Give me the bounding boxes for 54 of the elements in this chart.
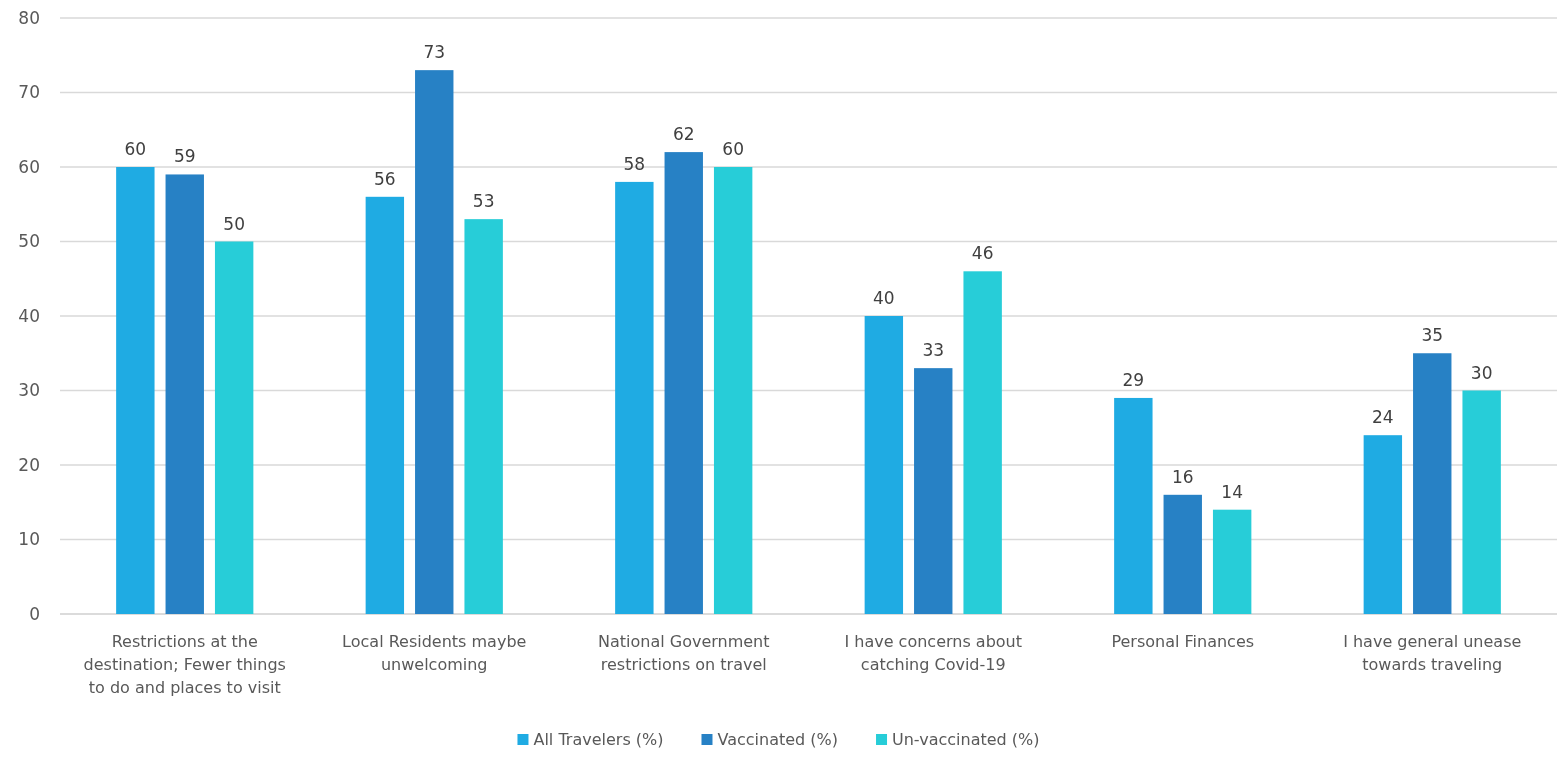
bar bbox=[963, 271, 1002, 614]
data-label: 56 bbox=[374, 168, 396, 189]
data-label: 33 bbox=[922, 340, 945, 361]
x-tick-label: Personal Finances bbox=[1111, 632, 1255, 651]
bar bbox=[713, 167, 753, 614]
bar bbox=[1114, 397, 1153, 614]
bar bbox=[165, 174, 204, 614]
bar bbox=[365, 196, 405, 614]
bar bbox=[1363, 435, 1403, 614]
y-tick-label: 60 bbox=[18, 156, 40, 177]
bar bbox=[116, 167, 155, 614]
bar bbox=[1413, 353, 1452, 614]
data-label: 73 bbox=[423, 42, 446, 63]
data-label: 60 bbox=[722, 139, 744, 159]
data-label: 46 bbox=[971, 243, 994, 264]
data-label: 58 bbox=[623, 153, 646, 174]
y-tick-label: 80 bbox=[18, 7, 40, 28]
bar bbox=[1212, 509, 1252, 614]
x-tick-label: I have general unease towards traveling bbox=[1343, 632, 1522, 674]
legend-label: Vaccinated (%) bbox=[717, 730, 839, 749]
data-label: 35 bbox=[1421, 325, 1444, 346]
data-label: 53 bbox=[472, 191, 495, 212]
data-label: 50 bbox=[223, 213, 245, 234]
data-label: 14 bbox=[1221, 481, 1243, 502]
y-tick-label: 10 bbox=[18, 529, 40, 550]
data-label: 59 bbox=[173, 146, 196, 167]
y-tick-label: 50 bbox=[18, 231, 40, 252]
data-label: 60 bbox=[124, 139, 147, 159]
bar bbox=[1462, 390, 1501, 614]
data-label: 30 bbox=[1470, 362, 1493, 383]
bar bbox=[1163, 494, 1202, 614]
bar bbox=[864, 316, 904, 614]
bar bbox=[664, 152, 703, 614]
y-tick-label: 30 bbox=[18, 380, 40, 401]
x-tick-label: Restrictions at the destination; Fewer things to do and places to visit bbox=[83, 632, 286, 697]
bar bbox=[615, 181, 654, 614]
bar bbox=[415, 70, 454, 614]
x-tick-label: National Government restrictions on travel bbox=[597, 632, 770, 674]
y-tick-label: 0 bbox=[29, 603, 40, 624]
data-label: 24 bbox=[1372, 407, 1394, 428]
bar bbox=[214, 241, 254, 614]
legend-label: Un-vaccinated (%) bbox=[892, 730, 1040, 749]
y-tick-label: 20 bbox=[18, 454, 40, 475]
x-tick-label: Local Residents maybe unwelcoming bbox=[342, 632, 527, 674]
bar bbox=[914, 368, 953, 614]
y-tick-label: 70 bbox=[18, 82, 40, 103]
x-tick-label: I have concerns about catching Covid-19 bbox=[844, 632, 1023, 674]
legend-label: All Travelers (%) bbox=[533, 730, 664, 749]
data-label: 16 bbox=[1171, 466, 1194, 487]
data-label: 40 bbox=[873, 288, 895, 308]
bar bbox=[464, 219, 503, 614]
data-label: 62 bbox=[672, 124, 695, 145]
y-tick-label: 40 bbox=[18, 305, 40, 326]
data-label: 29 bbox=[1122, 369, 1145, 390]
